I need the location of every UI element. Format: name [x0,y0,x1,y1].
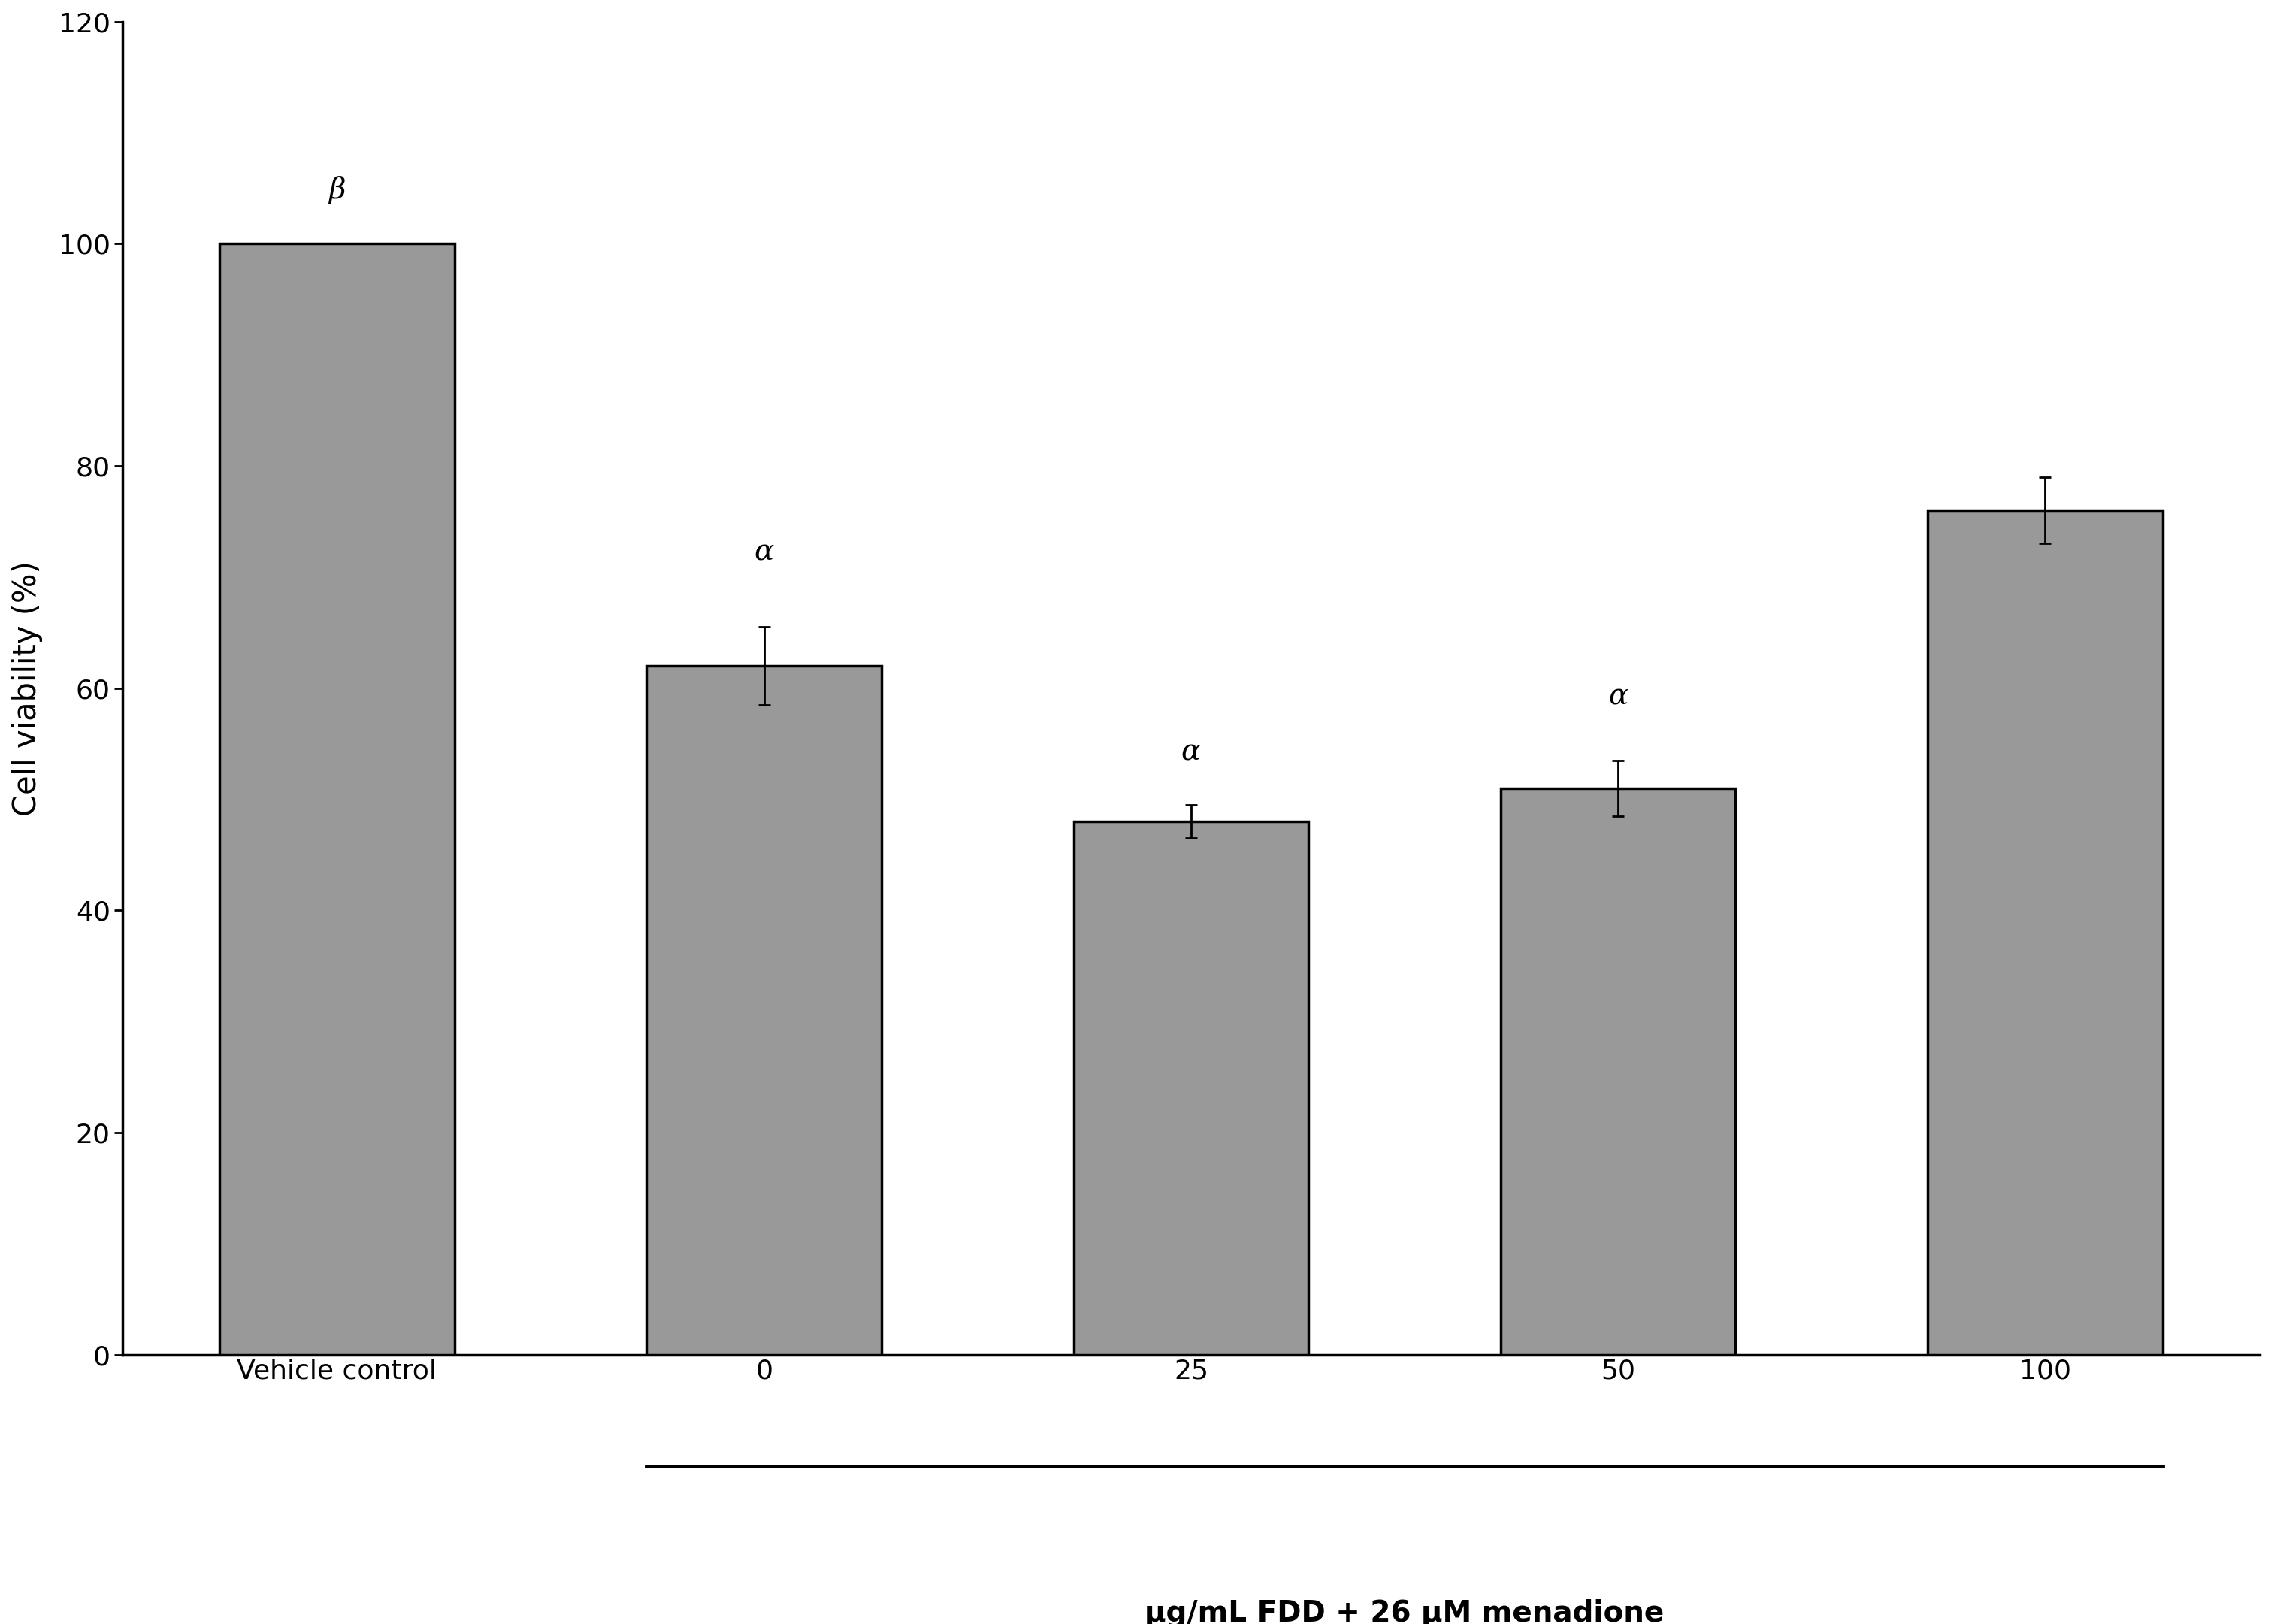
Bar [220,244,454,1354]
Text: β: β [329,177,345,205]
Text: α: α [1608,682,1628,710]
Text: μg/mL FDD + 26 μM menadione: μg/mL FDD + 26 μM menadione [1145,1600,1665,1624]
Text: α: α [754,538,774,565]
Bar [647,666,881,1354]
Text: α: α [1181,739,1201,767]
Bar [1928,510,2162,1354]
Bar [1074,822,1308,1354]
Bar [1501,788,1735,1354]
Y-axis label: Cell viability (%): Cell viability (%) [11,560,43,815]
